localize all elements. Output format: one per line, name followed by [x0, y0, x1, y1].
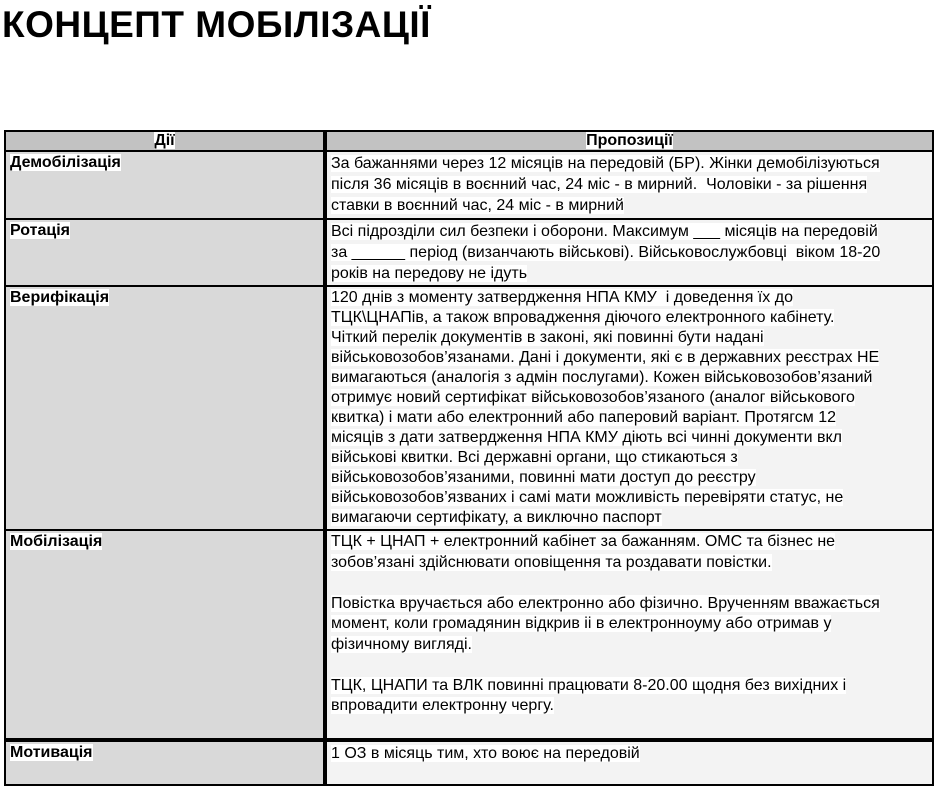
- table-row: Демобілізація За бажаннями через 12 місяц…: [4, 150, 934, 220]
- column-header-proposals-label: Пропозиції: [586, 132, 673, 149]
- action-label: Верифікація: [10, 289, 110, 306]
- action-label: Мотивація: [10, 744, 93, 761]
- action-cell: Ротація: [4, 218, 327, 287]
- table-header-row: Дії Пропозиції: [4, 130, 934, 152]
- action-label: Ротація: [10, 222, 70, 239]
- column-header-actions-label: Дії: [154, 132, 175, 149]
- proposal-text: 120 днів з моменту затвердження НПА КМУ …: [331, 289, 880, 526]
- action-cell: Мотивація: [4, 738, 327, 786]
- proposal-cell: 1 ОЗ в місяць тим, хто воює на передовій: [324, 738, 934, 786]
- proposal-cell: Всі підрозділи сил безпеки і оборони. Ма…: [324, 218, 934, 287]
- table-row: Верифікація 120 днів з моменту затверджен…: [4, 285, 934, 531]
- action-label: Демобілізація: [10, 154, 121, 171]
- proposal-cell: 120 днів з моменту затвердження НПА КМУ …: [324, 285, 934, 531]
- proposal-cell: ТЦК + ЦНАП + електронний кабінет за бажа…: [324, 529, 934, 741]
- document-page: { "title": "КОНЦЕПТ МОБІЛІЗАЦІЇ", "table…: [2, 4, 934, 786]
- page-title: КОНЦЕПТ МОБІЛІЗАЦІЇ: [2, 4, 431, 45]
- column-header-proposals: Пропозиції: [324, 130, 934, 152]
- table-row: Ротація Всі підрозділи сил безпеки і обор…: [4, 218, 934, 287]
- proposal-text: 1 ОЗ в місяць тим, хто воює на передовій: [331, 745, 640, 762]
- table-row: Мобілізація ТЦК + ЦНАП + електронний кабі…: [4, 529, 934, 741]
- action-label: Мобілізація: [10, 533, 103, 550]
- action-cell: Демобілізація: [4, 150, 327, 220]
- table-row: Мотивація 1 ОЗ в місяць тим, хто воює на …: [4, 738, 934, 786]
- concept-table-body: Демобілізація За бажаннями через 12 місяц…: [4, 150, 934, 786]
- action-cell: Мобілізація: [4, 529, 327, 741]
- column-header-actions: Дії: [4, 130, 327, 152]
- proposal-text: ТЦК + ЦНАП + електронний кабінет за бажа…: [331, 533, 880, 714]
- proposal-text: За бажаннями через 12 місяців на передов…: [331, 155, 880, 214]
- proposal-cell: За бажаннями через 12 місяців на передов…: [324, 150, 934, 220]
- action-cell: Верифікація: [4, 285, 327, 531]
- concept-table: Дії Пропозиції Демобілізація За бажаннями…: [4, 130, 934, 786]
- proposal-text: Всі підрозділи сил безпеки і оборони. Ма…: [331, 223, 881, 282]
